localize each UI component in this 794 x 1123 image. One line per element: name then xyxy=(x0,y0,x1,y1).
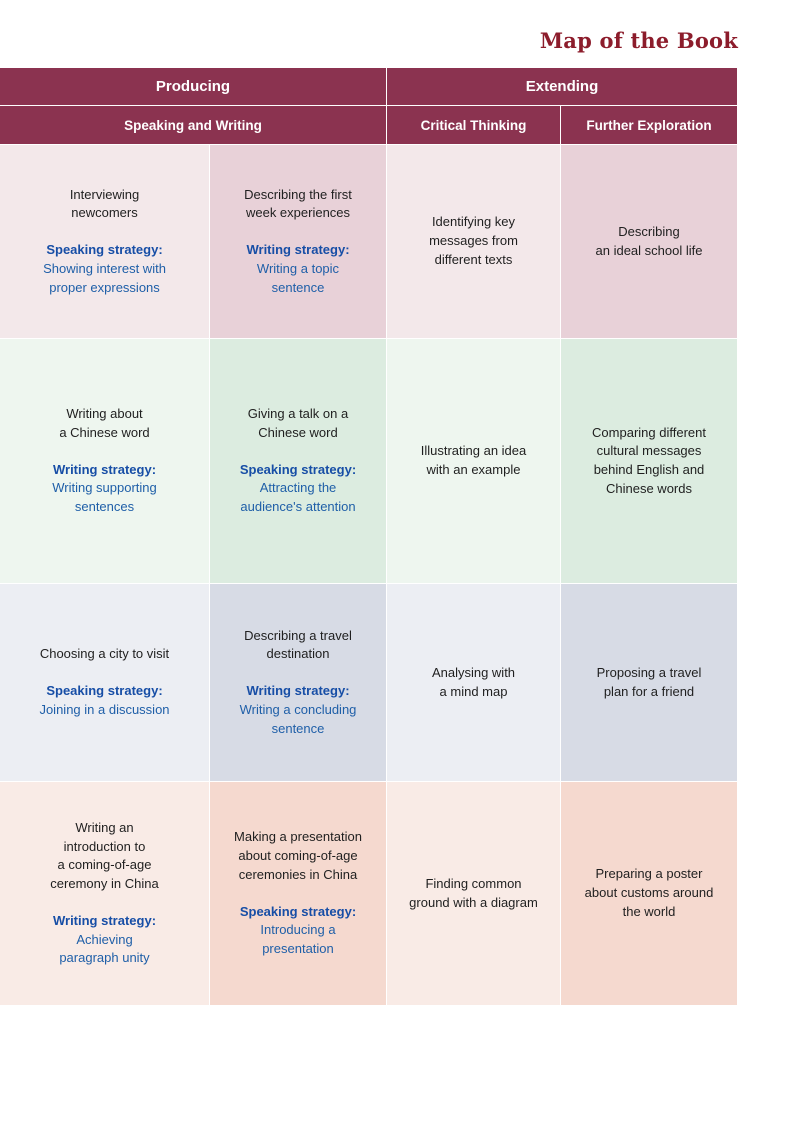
strategy-label: Writing strategy: xyxy=(246,683,350,699)
strategy-label: Speaking strategy: xyxy=(46,683,163,699)
header-extending: Extending xyxy=(387,68,738,106)
unit1-task1-cell: Interviewing newcomers Speaking strategy… xyxy=(0,145,210,339)
further-exploration-text: Proposing a travel plan for a friend xyxy=(596,664,702,699)
strategy-text: Showing interest with proper expressions xyxy=(43,260,166,295)
task-description: Making a presentation about coming-of-ag… xyxy=(234,829,362,882)
strategy-text: Introducing a presentation xyxy=(260,922,336,956)
header-critical-thinking: Critical Thinking xyxy=(387,106,561,145)
task-description: Giving a talk on a Chinese word xyxy=(247,406,349,440)
book-map-table: Producing Extending Speaking and Writing… xyxy=(0,68,738,1006)
unit1-critical-thinking-cell: Identifying key messages from different … xyxy=(387,145,561,339)
strategy-label: Speaking strategy: xyxy=(46,242,163,258)
unit2-critical-thinking-cell: Illustrating an idea with an example xyxy=(387,339,561,584)
task-description: Writing an introduction to a coming-of-a… xyxy=(50,820,159,892)
header-speaking-writing: Speaking and Writing xyxy=(0,106,387,145)
task-description: Describing a travel destination xyxy=(244,627,352,662)
unit2-further-exploration-cell: Comparing different cultural messages be… xyxy=(561,339,738,584)
critical-thinking-text: Identifying key messages from different … xyxy=(429,214,518,267)
unit4-further-exploration-cell: Preparing a poster about customs around … xyxy=(561,782,738,1006)
unit1-further-exploration-cell: Describing an ideal school life xyxy=(561,145,738,339)
unit4-task2-cell: Making a presentation about coming-of-ag… xyxy=(210,782,387,1006)
strategy-label: Writing strategy: xyxy=(246,242,350,258)
critical-thinking-text: Analysing with a mind map xyxy=(431,664,516,699)
unit3-further-exploration-cell: Proposing a travel plan for a friend xyxy=(561,584,738,782)
unit3-task2-cell: Describing a travel destination Writing … xyxy=(210,584,387,782)
strategy-text: Writing a concluding sentence xyxy=(239,701,357,736)
critical-thinking-text: Finding common ground with a diagram xyxy=(409,875,538,910)
unit4-critical-thinking-cell: Finding common ground with a diagram xyxy=(387,782,561,1006)
further-exploration-text: Comparing different cultural messages be… xyxy=(592,424,706,496)
unit3-critical-thinking-cell: Analysing with a mind map xyxy=(387,584,561,782)
unit1-task2-cell: Describing the first week experiences Wr… xyxy=(210,145,387,339)
strategy-label: Writing strategy: xyxy=(52,912,157,928)
task-description: Describing the first week experiences xyxy=(244,186,352,221)
further-exploration-text: Preparing a poster about customs around … xyxy=(584,866,714,919)
header-further-exploration: Further Exploration xyxy=(561,106,738,145)
page-title: Map of the Book xyxy=(539,28,738,53)
strategy-text: Achieving paragraph unity xyxy=(59,931,150,966)
strategy-text: Attracting the audience's attention xyxy=(240,480,356,515)
unit2-task2-cell: Giving a talk on a Chinese word Speaking… xyxy=(210,339,387,584)
header-producing: Producing xyxy=(0,68,387,106)
strategy-text: Writing supporting sentences xyxy=(52,480,157,515)
task-description: Choosing a city to visit xyxy=(39,646,170,662)
unit3-task1-cell: Choosing a city to visit Speaking strate… xyxy=(0,584,210,782)
further-exploration-text: Describing an ideal school life xyxy=(595,223,703,258)
strategy-label: Speaking strategy: xyxy=(239,903,357,919)
unit4-task1-cell: Writing an introduction to a coming-of-a… xyxy=(0,782,210,1006)
strategy-label: Writing strategy: xyxy=(52,461,157,477)
task-description: Writing about a Chinese word xyxy=(59,406,150,440)
strategy-text: Writing a topic sentence xyxy=(256,260,340,295)
strategy-text: Joining in a discussion xyxy=(39,701,170,717)
strategy-label: Speaking strategy: xyxy=(239,461,357,477)
critical-thinking-text: Illustrating an idea with an example xyxy=(420,443,527,477)
unit2-task1-cell: Writing about a Chinese word Writing str… xyxy=(0,339,210,584)
task-description: Interviewing newcomers xyxy=(69,186,140,221)
